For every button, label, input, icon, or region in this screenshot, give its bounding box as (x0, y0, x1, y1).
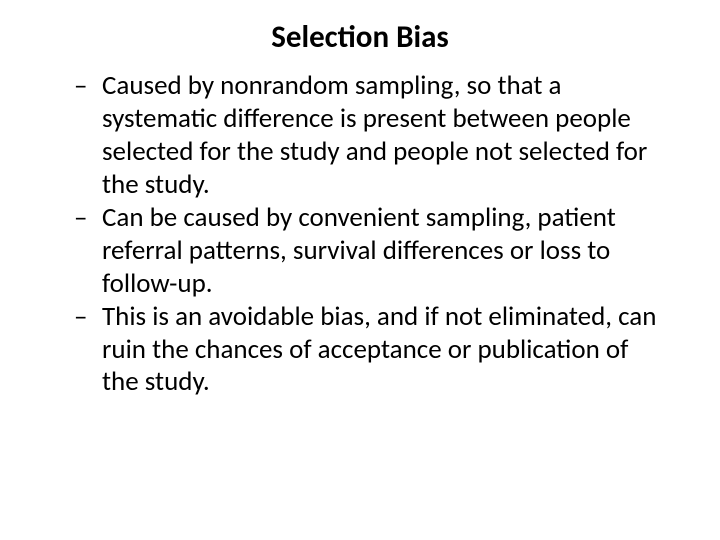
bullet-text: Caused by nonrandom sampling, so that a … (102, 69, 647, 201)
dash-icon: – (74, 202, 87, 235)
dash-icon: – (74, 70, 87, 103)
dash-icon: – (74, 301, 87, 334)
bullet-list: – Caused by nonrandom sampling, so that … (60, 70, 660, 399)
bullet-text: Can be caused by convenient sampling, pa… (102, 201, 616, 300)
slide-container: Selection Bias – Caused by nonrandom sam… (0, 0, 720, 540)
slide-title: Selection Bias (60, 18, 660, 56)
bullet-item: – This is an avoidable bias, and if not … (60, 301, 660, 400)
bullet-item: – Caused by nonrandom sampling, so that … (60, 70, 660, 202)
bullet-item: – Can be caused by convenient sampling, … (60, 202, 660, 301)
bullet-text: This is an avoidable bias, and if not el… (102, 300, 656, 399)
